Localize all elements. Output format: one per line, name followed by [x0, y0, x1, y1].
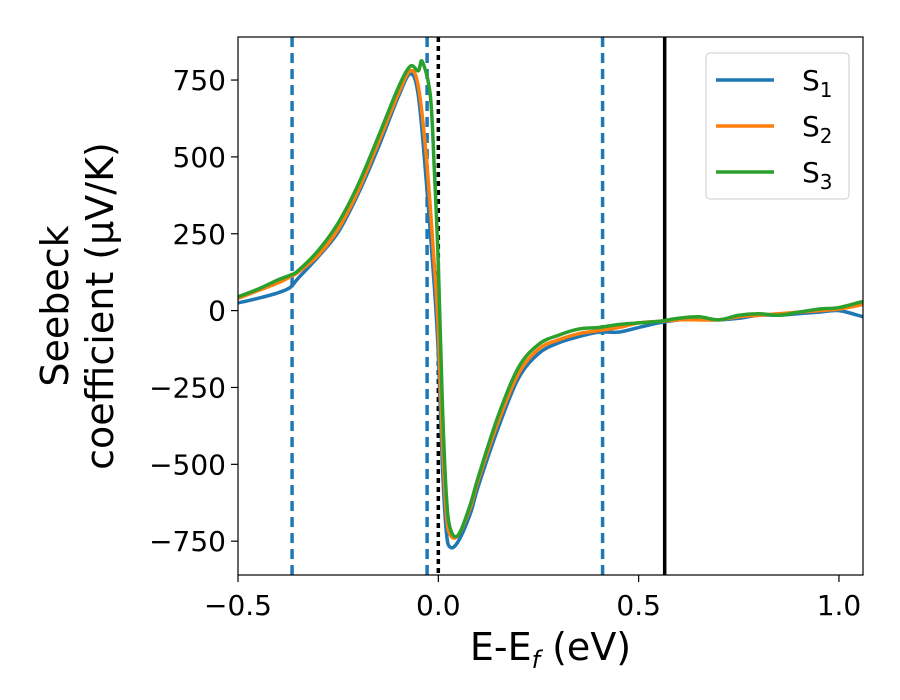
reference-lines — [290, 37, 667, 575]
legend-item-s3: S3 — [716, 156, 833, 194]
y-axis-label-line1: Seebeck — [33, 225, 77, 386]
x-axis-label-tail: (eV) — [540, 625, 631, 669]
legend-box — [705, 52, 850, 200]
y-axis-label: Seebeck coefficient (μV/K) — [33, 142, 122, 470]
x-tick-label: −0.5 — [204, 589, 272, 622]
x-tick-label: 0.5 — [616, 589, 661, 622]
x-axis-label-main: E-E — [470, 625, 532, 669]
y-tick-label: 750 — [173, 64, 226, 97]
y-tick-label: 250 — [173, 218, 226, 251]
y-tick-label: 0 — [208, 295, 226, 328]
x-tick-label: 0.0 — [416, 589, 461, 622]
legend-label: S2 — [802, 110, 833, 148]
y-axis-ticks: 750 500 250 0 −250 −500 −750 — [149, 64, 238, 558]
plot-frame — [237, 36, 864, 576]
legend-label: S1 — [802, 64, 833, 102]
series-lines — [238, 59, 863, 550]
legend-item-s1: S1 — [716, 64, 833, 102]
y-axis-label-line2: coefficient (μV/K) — [78, 142, 122, 470]
y-tick-label: −750 — [149, 525, 226, 558]
y-tick-label: −500 — [149, 448, 226, 481]
y-tick-label: 500 — [173, 141, 226, 174]
legend: S1 S2 S3 — [705, 52, 850, 200]
x-axis-ticks: −0.5 0.0 0.5 1.0 — [204, 575, 861, 622]
legend-label: S3 — [802, 156, 833, 194]
series-line-s3 — [238, 59, 863, 539]
y-tick-label: −250 — [149, 371, 226, 404]
x-tick-label: 1.0 — [817, 589, 862, 622]
x-axis-label: E-Ef (eV) — [470, 625, 631, 674]
legend-item-s2: S2 — [716, 110, 833, 148]
